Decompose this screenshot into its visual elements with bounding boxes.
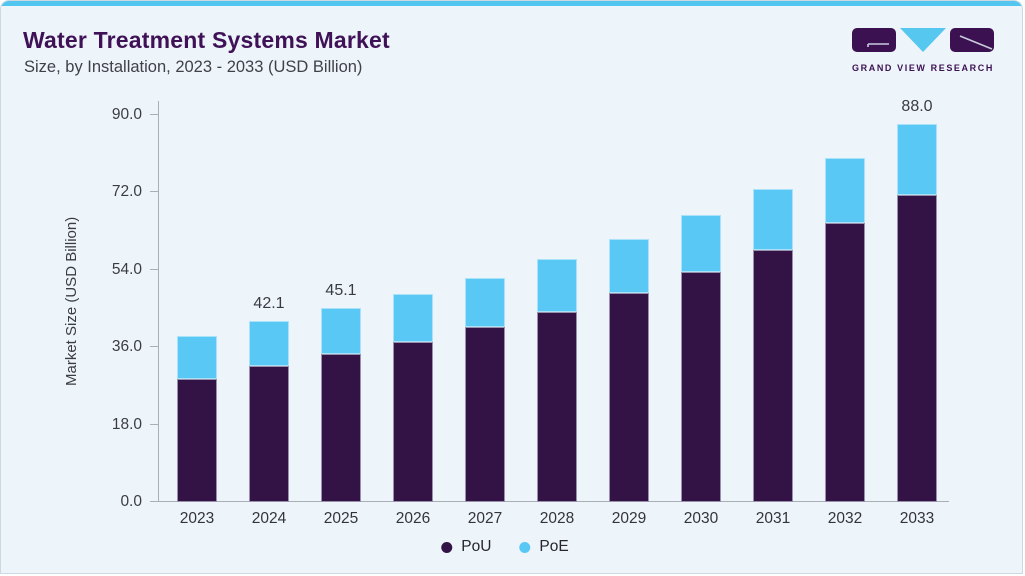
bar-segment-pou-2028 bbox=[537, 311, 577, 502]
card-top-accent bbox=[1, 1, 1022, 6]
y-tick-mark bbox=[150, 501, 158, 502]
y-tick-mark bbox=[150, 114, 158, 115]
page-title: Water Treatment Systems Market bbox=[23, 27, 390, 53]
bar-segment-pou-2027 bbox=[465, 326, 505, 502]
x-tick-label-2024: 2024 bbox=[251, 510, 287, 527]
x-tick-label-2028: 2028 bbox=[539, 510, 575, 527]
x-tick-label-2033: 2033 bbox=[899, 510, 935, 527]
bar-segment-poe-2029 bbox=[609, 238, 649, 294]
bar-segment-poe-2033 bbox=[897, 123, 937, 195]
x-tick-label-2029: 2029 bbox=[611, 510, 647, 527]
bar-segment-pou-2025 bbox=[321, 354, 361, 502]
bar-segment-pou-2026 bbox=[393, 341, 433, 502]
y-tick-label: 90.0 bbox=[111, 106, 142, 123]
y-tick-mark bbox=[150, 268, 158, 270]
x-tick-label-2032: 2032 bbox=[827, 510, 863, 527]
bar-value-label-2033: 88.0 bbox=[901, 97, 933, 115]
bar-segment-poe-2032 bbox=[825, 157, 865, 224]
chart-legend: PoU PoE bbox=[441, 538, 569, 556]
bar-segment-poe-2024 bbox=[249, 320, 289, 367]
bar-segment-poe-2030 bbox=[681, 214, 721, 273]
page-subtitle: Size, by Installation, 2023 - 2033 (USD … bbox=[24, 58, 363, 76]
legend-dot-poe-icon bbox=[519, 541, 531, 553]
y-axis-spine bbox=[158, 101, 159, 502]
legend-label-poe: PoE bbox=[539, 538, 569, 555]
gvr-logo-icon bbox=[852, 28, 994, 52]
x-tick-label-2025: 2025 bbox=[323, 510, 359, 527]
bar-segment-pou-2031 bbox=[753, 249, 793, 502]
y-tick-label: 36.0 bbox=[111, 338, 142, 356]
legend-item-pou: PoU bbox=[441, 538, 491, 556]
bar-segment-pou-2024 bbox=[249, 366, 289, 502]
x-tick-label-2031: 2031 bbox=[755, 510, 791, 527]
bar-segment-poe-2023 bbox=[177, 336, 217, 379]
y-tick-mark bbox=[150, 346, 158, 348]
y-tick-label: 0.0 bbox=[120, 493, 142, 510]
bar-segment-pou-2032 bbox=[825, 223, 865, 502]
plot-area: Market Size (USD Billion) 0.0 18.0 36.0 54.… bbox=[63, 97, 949, 527]
bar-segment-pou-2030 bbox=[681, 272, 721, 502]
y-tick-mark bbox=[150, 191, 158, 193]
y-tick-label: 18.0 bbox=[111, 415, 142, 433]
bar-segment-poe-2025 bbox=[321, 308, 361, 355]
bar-segment-poe-2028 bbox=[537, 258, 577, 312]
legend-label-pou: PoU bbox=[461, 538, 492, 555]
bar-segment-pou-2029 bbox=[609, 293, 649, 502]
x-tick-label-2023: 2023 bbox=[179, 510, 215, 527]
bar-segment-poe-2031 bbox=[753, 188, 793, 250]
bar-segment-pou-2033 bbox=[897, 194, 937, 502]
x-tick-label-2030: 2030 bbox=[683, 510, 719, 527]
y-tick-mark bbox=[150, 423, 158, 425]
y-tick-label: 54.0 bbox=[111, 260, 142, 278]
bar-value-label-2024: 42.1 bbox=[253, 294, 285, 312]
gvr-logo-text: GRAND VIEW RESEARCH bbox=[852, 63, 994, 73]
legend-dot-pou-icon bbox=[441, 541, 453, 553]
bar-segment-poe-2026 bbox=[393, 294, 433, 342]
y-tick-label: 72.0 bbox=[111, 183, 142, 201]
y-axis-title: Market Size (USD Billion) bbox=[63, 216, 80, 387]
x-tick-label-2027: 2027 bbox=[467, 510, 503, 527]
bar-segment-pou-2023 bbox=[177, 378, 217, 502]
x-tick-label-2026: 2026 bbox=[395, 510, 431, 527]
gvr-logo: GRAND VIEW RESEARCH bbox=[852, 28, 994, 73]
bar-segment-poe-2027 bbox=[465, 277, 505, 327]
legend-item-poe: PoE bbox=[519, 538, 569, 556]
bar-value-label-2025: 45.1 bbox=[325, 282, 357, 300]
